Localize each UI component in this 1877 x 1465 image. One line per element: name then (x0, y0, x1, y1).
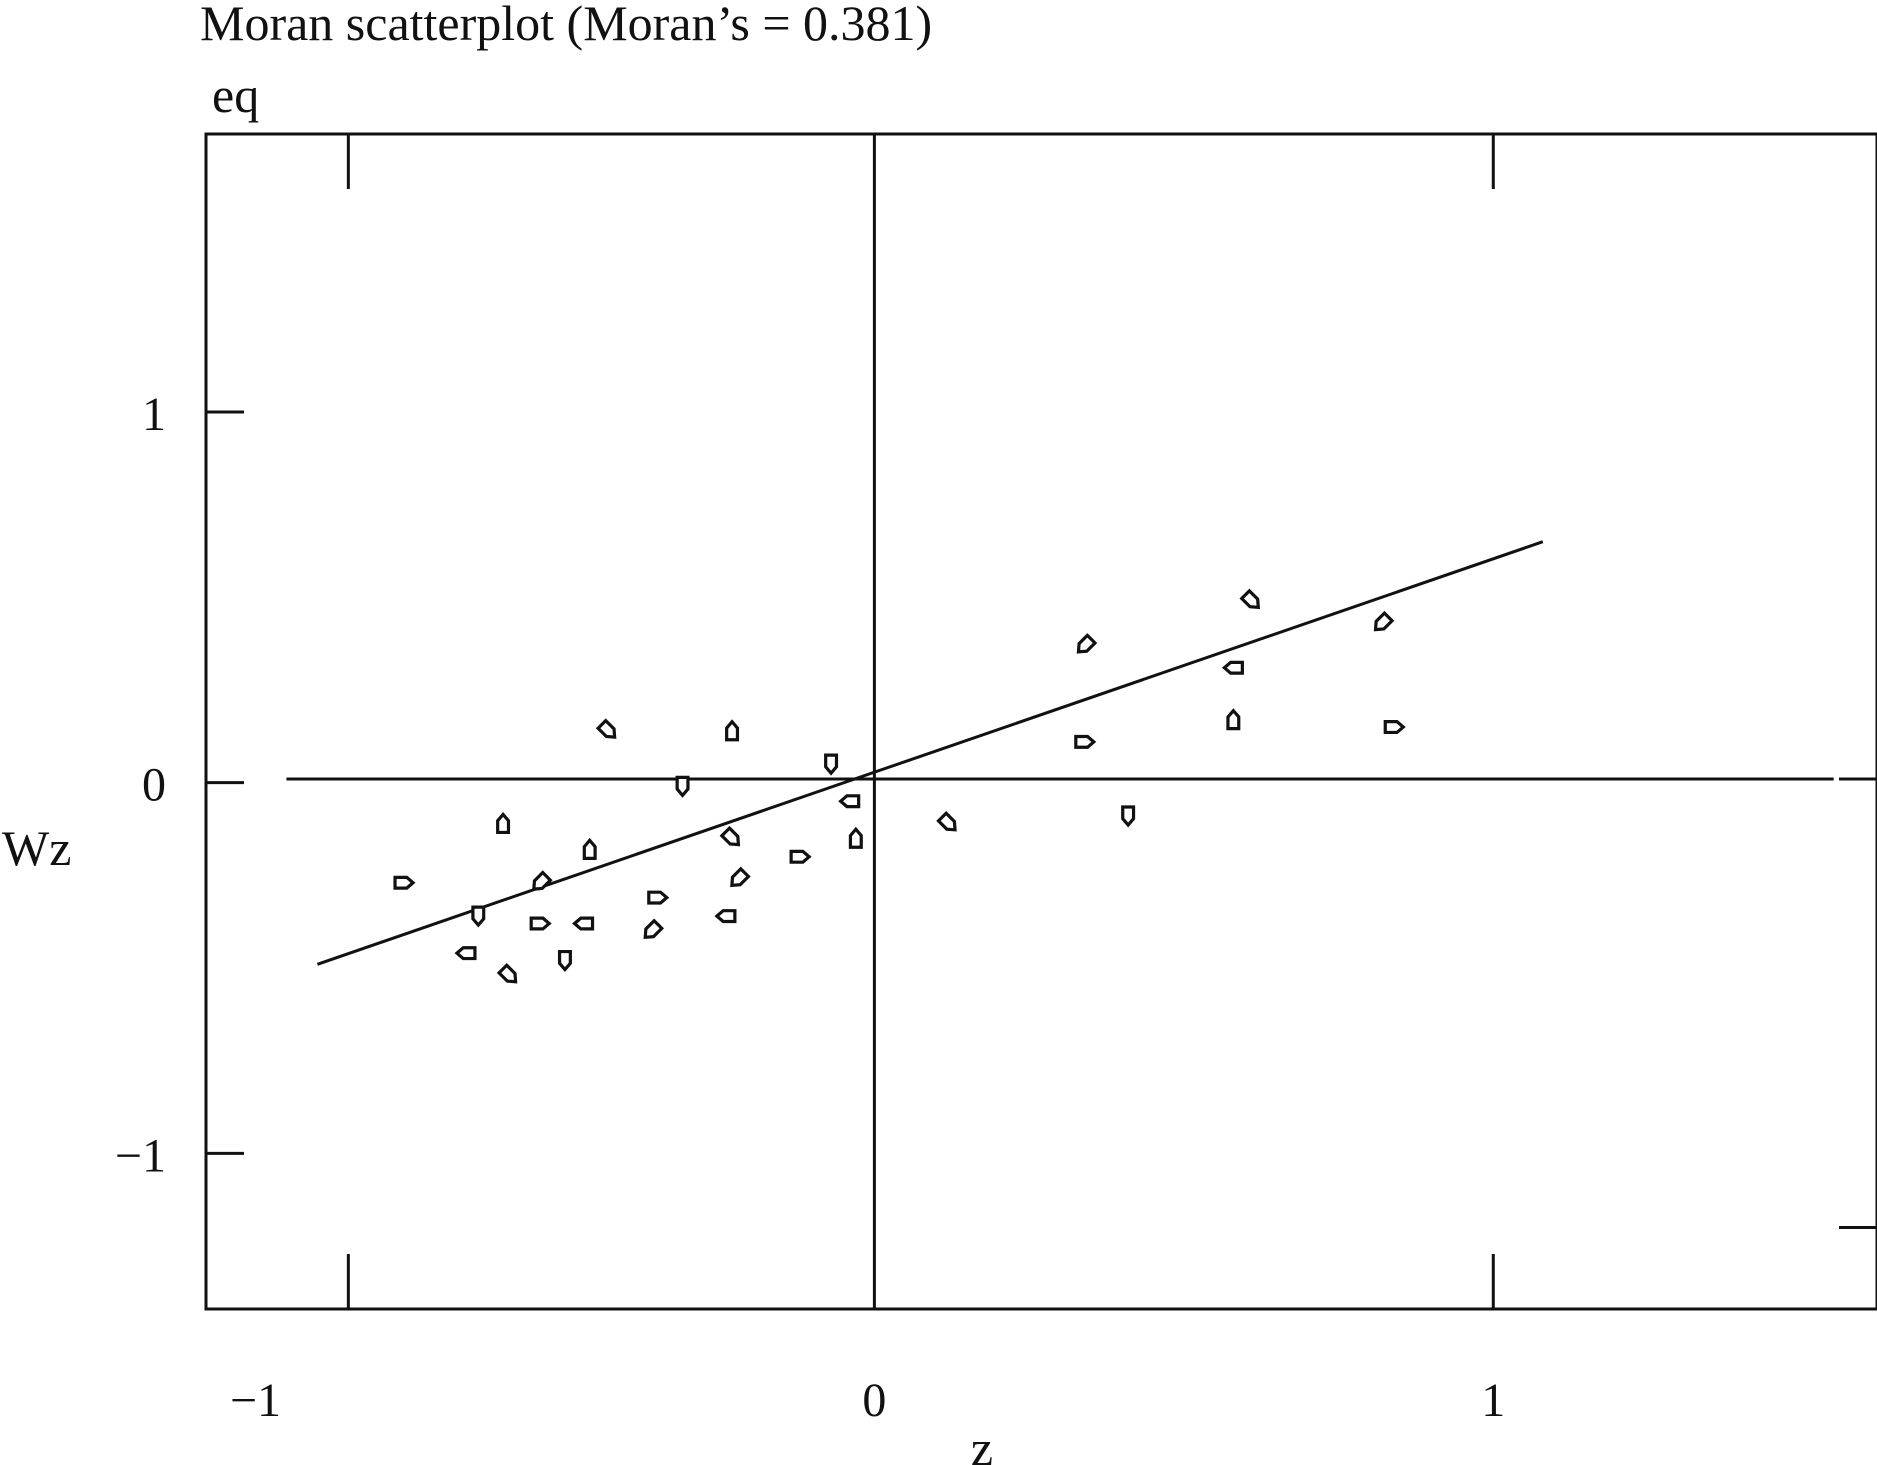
x-tick-label: 1 (1481, 1374, 1505, 1427)
x-tick-label: −1 (230, 1374, 281, 1427)
data-point (393, 875, 416, 890)
regression-line-group (316, 540, 1544, 966)
data-point (647, 890, 670, 905)
data-point (1076, 633, 1098, 654)
y-tick-label: −1 (115, 1129, 166, 1182)
data-point (848, 826, 863, 849)
reference-lines (286, 134, 1834, 1309)
data-point (582, 837, 597, 860)
chart-title: Moran scatterplot (Moran’s = 0.381) (200, 0, 932, 51)
data-points (393, 588, 1406, 984)
data-point (496, 962, 518, 984)
data-point (454, 946, 477, 961)
plot-frame (204, 132, 1877, 1311)
data-point (824, 753, 839, 776)
data-point (1121, 805, 1136, 828)
data-point (595, 718, 617, 739)
y-axis-label: Wz (2, 820, 71, 876)
y-axis-ticks: 1 0 −1 (115, 388, 244, 1182)
data-point (1383, 720, 1406, 735)
data-point (719, 825, 741, 847)
data-point (643, 918, 665, 940)
data-point (529, 916, 552, 931)
data-point (789, 849, 812, 864)
chart-subtitle: eq (212, 67, 259, 123)
data-point (1074, 734, 1097, 749)
data-point (532, 870, 553, 891)
x-axis-label: z (971, 1420, 993, 1465)
data-point (1373, 610, 1395, 632)
data-point (725, 719, 740, 742)
data-point (714, 909, 737, 924)
data-point (1226, 708, 1241, 731)
data-point (1221, 660, 1244, 675)
x-axis-ticks: −1 0 1 (230, 1374, 1505, 1427)
data-point (557, 949, 572, 973)
y-tick-label: 0 (142, 759, 166, 812)
data-point (1239, 588, 1261, 610)
frame-ticks (346, 134, 1877, 1309)
regression-line (316, 540, 1544, 966)
x-tick-label: 0 (862, 1374, 886, 1427)
y-tick-label: 1 (142, 388, 166, 441)
data-point (730, 866, 751, 888)
data-point (572, 916, 595, 931)
data-point (936, 810, 957, 832)
data-point (496, 811, 511, 835)
data-point (471, 905, 486, 928)
data-point (675, 775, 690, 798)
data-point (838, 794, 861, 809)
